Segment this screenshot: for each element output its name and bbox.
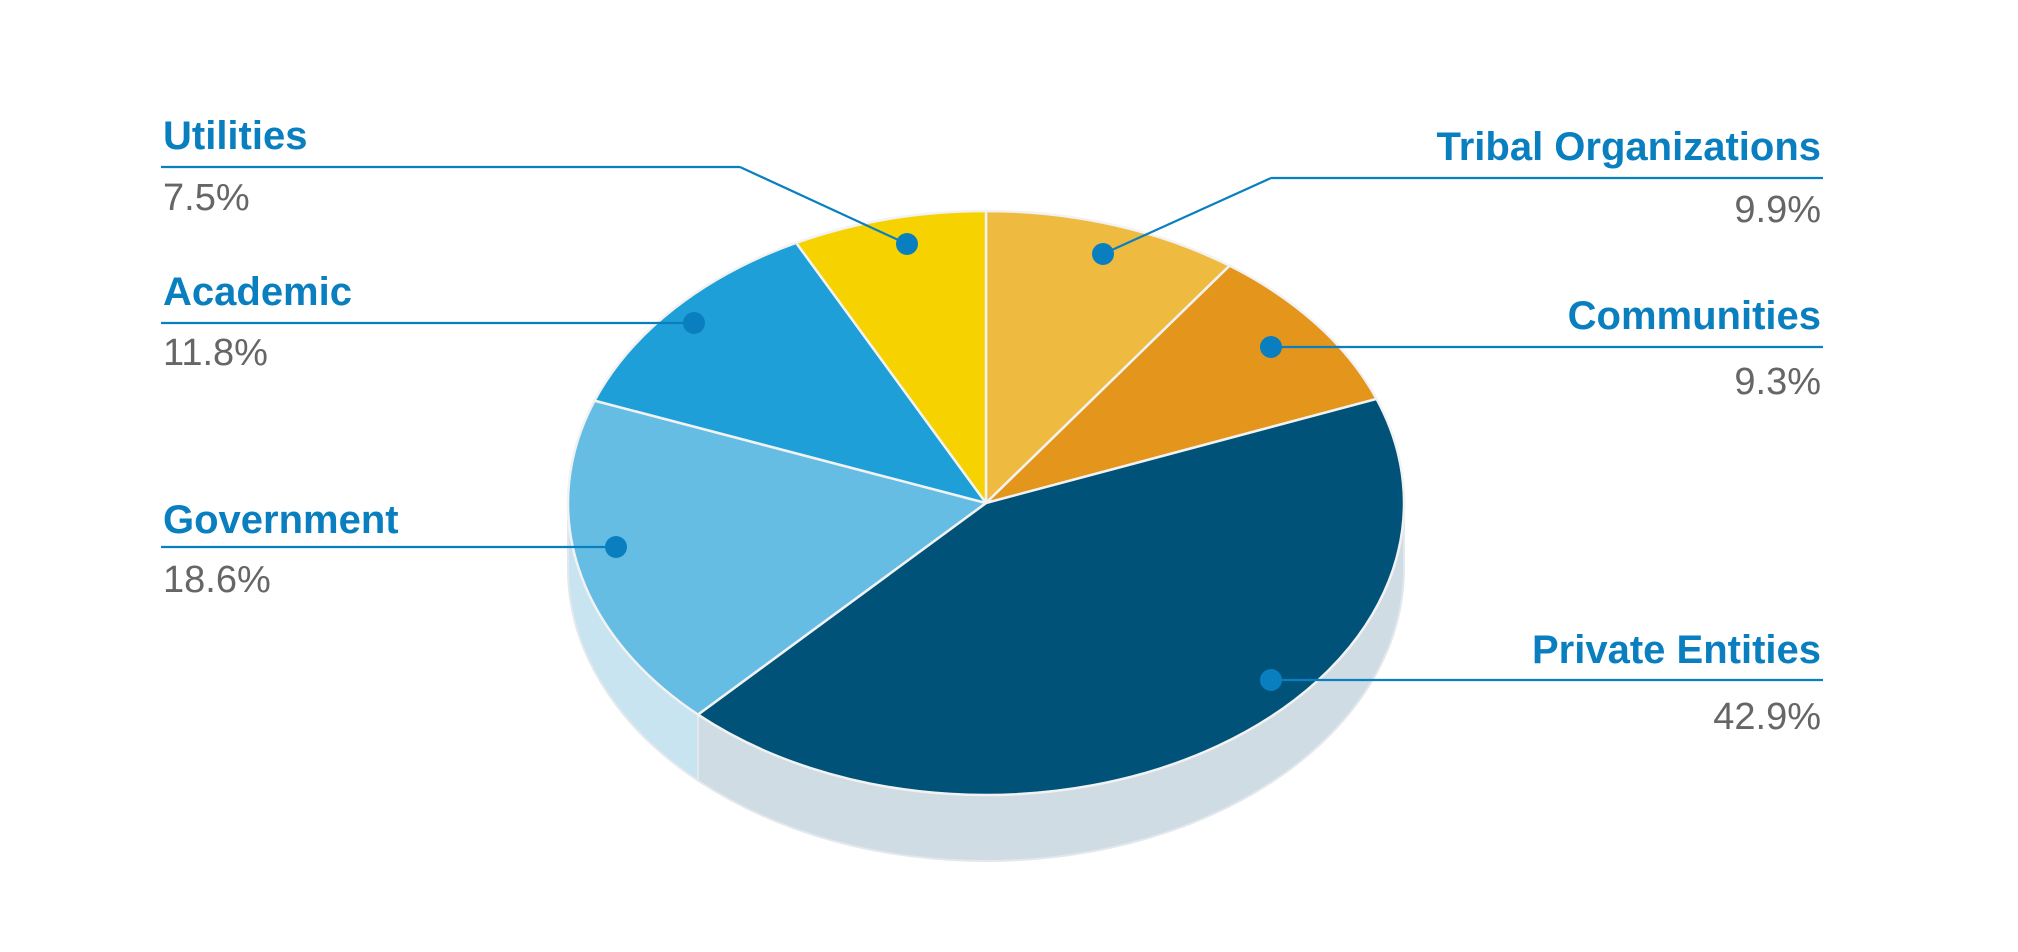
- slice-label-tribal-organizations: Tribal Organizations: [1436, 125, 1821, 169]
- slice-value-government: 18.6%: [163, 559, 271, 601]
- slice-label-communities: Communities: [1568, 294, 1821, 338]
- leader-dot-academic: [683, 312, 705, 334]
- pie-slice-private-entities: [696, 397, 1406, 797]
- pie-slice-utilities: [794, 209, 988, 505]
- pie-top-slices: [566, 209, 1406, 797]
- pie-slice-tribal-organizations: [984, 209, 1231, 505]
- slice-value-tribal-organizations: 9.9%: [1734, 189, 1821, 231]
- slice-label-utilities: Utilities: [163, 114, 307, 158]
- slice-value-private-entities: 42.9%: [1713, 696, 1821, 738]
- slice-label-government: Government: [163, 498, 399, 542]
- pie-slice-government: [566, 399, 988, 716]
- leader-dot-government: [605, 536, 627, 558]
- slice-label-private-entities: Private Entities: [1532, 628, 1821, 672]
- slice-label-academic: Academic: [163, 270, 352, 314]
- pie-slice-academic: [593, 241, 988, 505]
- leader-dot-communities: [1260, 336, 1282, 358]
- leader-diagonal-utilities: [739, 166, 908, 245]
- pie-labels: Tribal Organizations 9.9% Communities 9.3% P…: [161, 114, 1823, 738]
- slice-value-academic: 11.8%: [163, 332, 268, 374]
- leader-dot-tribal-organizations: [1092, 243, 1114, 265]
- leader-dot-private-entities: [1260, 669, 1282, 691]
- leader-dot-utilities: [896, 233, 918, 255]
- pie-slice-communities: [984, 264, 1378, 505]
- slice-value-communities: 9.3%: [1734, 361, 1821, 403]
- slice-value-utilities: 7.5%: [163, 177, 250, 219]
- leader-diagonal-tribal-organizations: [1102, 176, 1272, 256]
